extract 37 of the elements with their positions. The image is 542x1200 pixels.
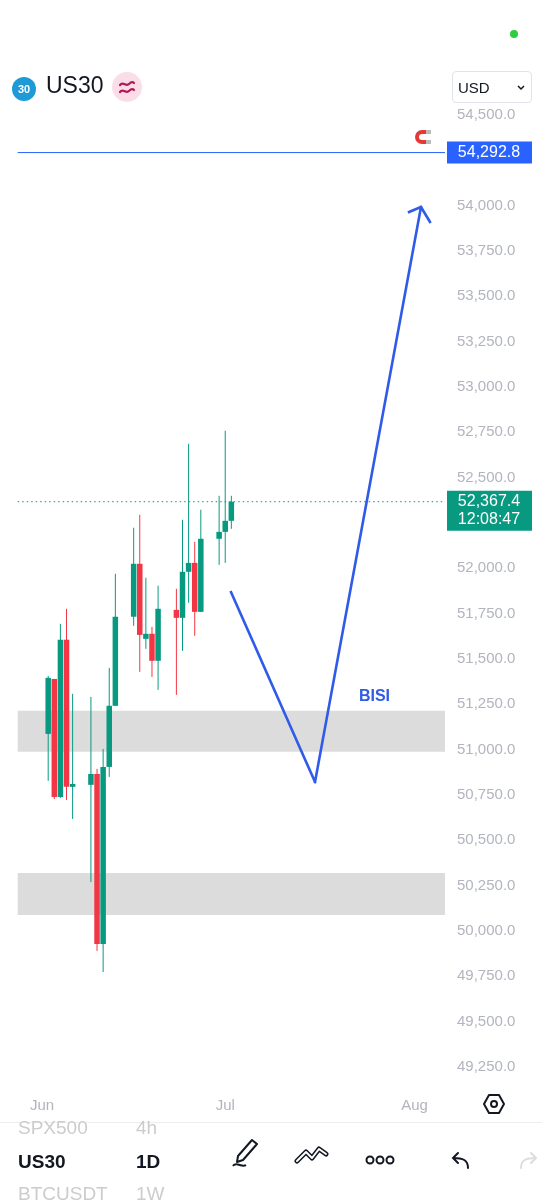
y-tick-label: 51,250.0 <box>457 694 516 712</box>
y-tick-label: 50,000.0 <box>457 921 516 939</box>
text: 1D <box>136 1151 161 1173</box>
chart-title: US30 <box>46 72 104 99</box>
ref-line-label: 52,367.4 <box>457 492 521 510</box>
candlestick <box>69 693 76 820</box>
y-tick-label: 53,250.0 <box>457 331 516 349</box>
x-tick-label: Jul <box>215 1096 235 1114</box>
y-tick-label: 51,750.0 <box>457 603 516 621</box>
y-tick-label: 49,750.0 <box>457 966 516 984</box>
candlestick <box>143 577 149 650</box>
y-tick-label: 51,000.0 <box>457 739 516 757</box>
y-tick-label: 50,750.0 <box>457 785 516 803</box>
x-tick-label: Jun <box>30 1096 55 1114</box>
y-tick-label: 50,500.0 <box>457 830 516 848</box>
y-tick-label: 49,500.0 <box>457 1011 516 1029</box>
y-tick-label: 52,500.0 <box>457 467 516 485</box>
y-tick-label: 54,500.0 <box>457 105 516 123</box>
x-tick-label: Aug <box>401 1096 428 1114</box>
y-tick-label: 49,250.0 <box>457 1057 516 1075</box>
currency-dropdown: USD <box>452 71 532 103</box>
y-tick-label: 51,500.0 <box>457 649 516 667</box>
y-tick-label: 52,000.0 <box>457 558 516 576</box>
band-label: BISI <box>358 687 390 705</box>
ref-line-label: 54,292.8 <box>457 142 521 160</box>
candlestick <box>88 696 94 883</box>
candlestick <box>222 430 228 564</box>
y-tick-label: 50,250.0 <box>457 875 516 893</box>
y-tick-label: 52,750.0 <box>457 422 516 440</box>
y-tick-label: 53,500.0 <box>457 286 516 304</box>
index-badge-icon: 30 <box>12 77 36 101</box>
text: US30 <box>18 1151 66 1173</box>
y-tick-label: 53,750.0 <box>457 241 516 259</box>
candlestick <box>173 588 180 696</box>
y-tick-label: 53,000.0 <box>457 377 516 395</box>
y-tick-label: 54,000.0 <box>457 195 516 213</box>
text: 12:08:47 <box>457 510 521 528</box>
